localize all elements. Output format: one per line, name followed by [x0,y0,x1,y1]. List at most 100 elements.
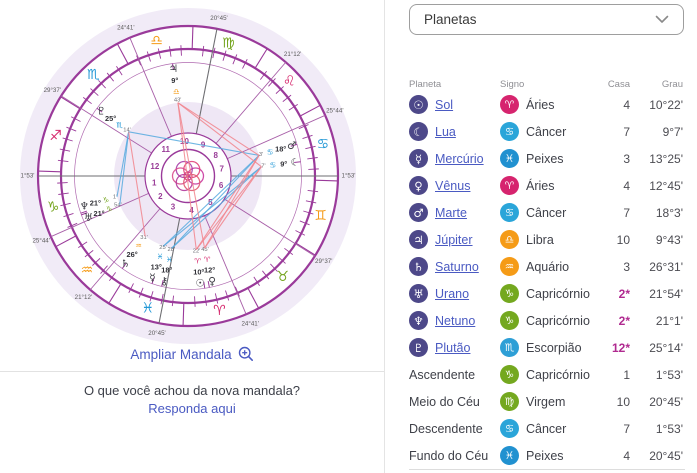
svg-text:20°45': 20°45' [148,330,165,337]
sign-label: Escorpião [526,340,582,355]
sign-icon: ♒ [500,257,519,276]
planet-icon: ♃ [409,230,428,249]
planet-link[interactable]: Sol [435,97,454,112]
responda-aqui-link[interactable]: Responda aqui [148,401,236,416]
svg-text:11: 11 [161,145,170,154]
planet-link[interactable]: Júpiter [435,232,473,247]
planet-link[interactable]: Marte [435,205,467,220]
planet-link[interactable]: Vênus [435,178,471,193]
svg-text:31': 31' [140,235,148,241]
left-panel-divider [0,371,384,372]
svg-text:♈: ♈ [194,256,201,265]
svg-text:12: 12 [150,162,159,171]
table-row: ♅ Urano ♑ Capricórnio 2* 21°54' [385,280,697,307]
svg-text:⚷: ⚷ [160,275,168,287]
svg-text:♋: ♋ [267,148,274,157]
svg-text:26°: 26° [127,250,138,259]
svg-text:♎: ♎ [150,33,163,49]
svg-text:9°: 9° [280,159,287,168]
svg-text:♃: ♃ [169,63,178,75]
table-row: ♀ Vênus ♈ Áries 4 12°45' [385,172,697,199]
grau-value: 21°54' [649,286,683,301]
planet-cell: Meio do Céu [409,388,480,415]
sign-icon: ♓ [500,446,519,465]
svg-text:21°12': 21°12' [75,294,92,301]
planet-cell: ♃ Júpiter [409,226,473,253]
sign-cell: ♈ Áries [500,91,554,118]
svg-text:☿: ☿ [149,272,155,284]
sign-icon: ♎ [500,230,519,249]
zoom-in-icon[interactable] [238,346,254,362]
svg-text:♊: ♊ [314,208,327,224]
grau-value: 18°3' [655,205,683,220]
sign-label: Libra [526,232,554,247]
planet-link[interactable]: Plutão [435,340,471,355]
svg-text:♑: ♑ [47,199,60,215]
header-grau: Grau [661,79,683,90]
table-row: Ascendente ♑ Capricórnio 1 1°53' [385,361,697,388]
feedback-question: O que você achou da nova mandala? [83,383,301,398]
casa-value: 7 [623,205,630,220]
grau-value: 20°45' [649,448,683,463]
casa-value: 3 [623,151,630,166]
svg-text:25°44': 25°44' [326,108,343,115]
sign-icon: ♓ [500,149,519,168]
svg-text:29°37': 29°37' [44,87,61,94]
planet-cell: ♅ Urano [409,280,469,307]
svg-text:13°: 13° [151,263,162,272]
planet-link[interactable]: Netuno [435,313,476,328]
svg-text:♒: ♒ [135,241,142,250]
planet-link[interactable]: Lua [435,124,456,139]
svg-text:♏: ♏ [116,120,123,129]
planets-dropdown[interactable]: Planetas [409,4,684,35]
sign-label: Aquário [526,259,570,274]
planet-icon: ♇ [409,338,428,357]
svg-text:25°: 25° [105,114,116,123]
table-row: Meio do Céu ♍ Virgem 10 20°45' [385,388,697,415]
svg-text:♈: ♈ [213,303,226,319]
header-signo: Signo [500,79,525,90]
sign-label: Capricórnio [526,313,590,328]
casa-value: 7 [623,124,630,139]
sign-icon: ♏ [500,338,519,357]
planet-link[interactable]: Urano [435,286,470,301]
planet-link[interactable]: Mercúrio [435,151,484,166]
table-row: ☿ Mercúrio ♓ Peixes 3 13°25' [385,145,697,172]
casa-value: 10 [616,232,630,247]
sign-icon: ♋ [500,203,519,222]
sign-label: Áries [526,178,555,193]
table-row: ♆ Netuno ♑ Capricórnio 2* 21°1' [385,307,697,334]
header-planeta: Planeta [409,79,442,90]
casa-value: 4 [623,448,630,463]
svg-text:12°: 12° [204,266,215,275]
planet-icon: ♄ [409,257,428,276]
planet-cell: Fundo do Céu [409,442,488,469]
table-row: ♂ Marte ♋ Câncer 7 18°3' [385,199,697,226]
sign-cell: ♑ Capricórnio [500,307,590,334]
table-row: ☾ Lua ♋ Câncer 7 9°7' [385,118,697,145]
casa-value: 12* [611,340,630,355]
chevron-down-icon [655,15,669,23]
svg-text:♑: ♑ [106,205,113,214]
table-row: ♃ Júpiter ♎ Libra 10 9°43' [385,226,697,253]
sign-icon: ♑ [500,311,519,330]
planet-cell: Descendente [409,415,483,442]
ampliar-mandala-link[interactable]: Ampliar Mandala [130,347,232,362]
sign-cell: ♑ Capricórnio [500,361,590,388]
sign-label: Câncer [526,205,567,220]
planet-cell: ♄ Saturno [409,253,479,280]
planet-icon: ♆ [409,311,428,330]
svg-text:54': 54' [114,202,122,208]
planet-icon: ☾ [409,122,428,141]
sign-cell: ♓ Peixes [500,145,564,172]
planets-panel: Planetas Planeta Signo Casa Grau ☉ Sol ♈ Ár… [385,0,697,473]
planet-link[interactable]: Saturno [435,259,479,274]
table-row: ♄ Saturno ♒ Aquário 3 26°31' [385,253,697,280]
sign-icon: ♈ [500,95,519,114]
grau-value: 13°25' [649,151,683,166]
planets-dropdown-label: Planetas [424,12,477,27]
svg-text:1°53': 1°53' [21,173,35,180]
casa-value: 7 [623,421,630,436]
casa-value: 2* [618,313,630,328]
